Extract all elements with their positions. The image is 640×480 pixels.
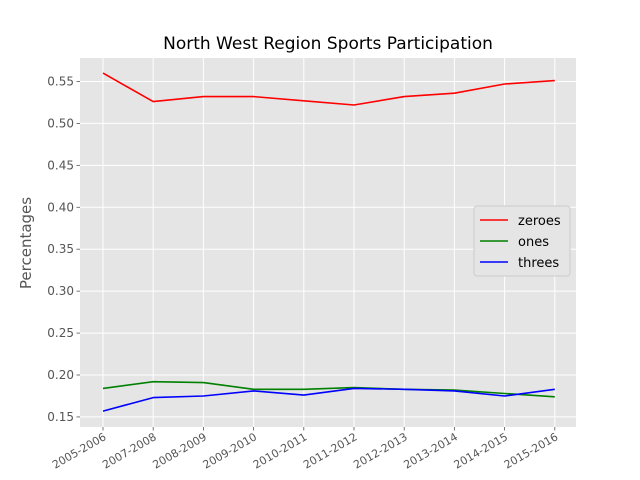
x-tick-label: 2008-2009 <box>150 430 208 471</box>
series-line-ones <box>102 380 555 398</box>
series-line-threes <box>102 387 555 412</box>
x-axis-ticks: 2005-20062007-20082008-20092009-20102010… <box>50 427 560 472</box>
legend-entries: zeroes ones threes <box>480 214 561 271</box>
y-axis-label: Percentages <box>17 197 35 289</box>
grid-lines <box>80 58 576 427</box>
y-axis-ticks: 0.15 0.20 0.25 0.30 0.35 0.40 0.45 0.50 0.55 <box>47 74 80 424</box>
x-tick-label: 2005-2006 <box>50 430 108 471</box>
legend-label-zeroes: zeroes <box>518 214 561 229</box>
y-tick-label: 0.55 <box>47 74 74 88</box>
legend-label-ones: ones <box>518 235 549 250</box>
y-tick-label: 0.45 <box>47 158 74 172</box>
legend-label-threes: threes <box>518 256 559 271</box>
legend: zeroes ones threes <box>473 205 571 277</box>
legend-box <box>473 205 571 277</box>
x-tick-label: 2012-2013 <box>351 430 409 471</box>
x-tick-label: 2007-2008 <box>100 430 158 471</box>
y-tick-label: 0.35 <box>47 242 74 256</box>
series-line-zeroes <box>102 72 555 106</box>
x-tick-label: 2014-2015 <box>452 430 510 471</box>
x-tick-label: 2011-2012 <box>301 430 359 471</box>
x-tick-label: 2009-2010 <box>201 430 259 471</box>
y-tick-label: 0.15 <box>47 410 74 424</box>
y-tick-label: 0.25 <box>47 326 74 340</box>
x-tick-label: 2015-2016 <box>502 430 560 471</box>
x-tick-label: 2013-2014 <box>401 430 459 471</box>
series-lines <box>102 72 555 412</box>
y-tick-label: 0.50 <box>47 116 74 130</box>
y-tick-label: 0.20 <box>47 368 74 382</box>
chart-title: North West Region Sports Participation <box>163 34 493 54</box>
x-tick-label: 2010-2011 <box>251 430 309 471</box>
y-tick-label: 0.40 <box>47 200 74 214</box>
y-tick-label: 0.30 <box>47 284 74 298</box>
